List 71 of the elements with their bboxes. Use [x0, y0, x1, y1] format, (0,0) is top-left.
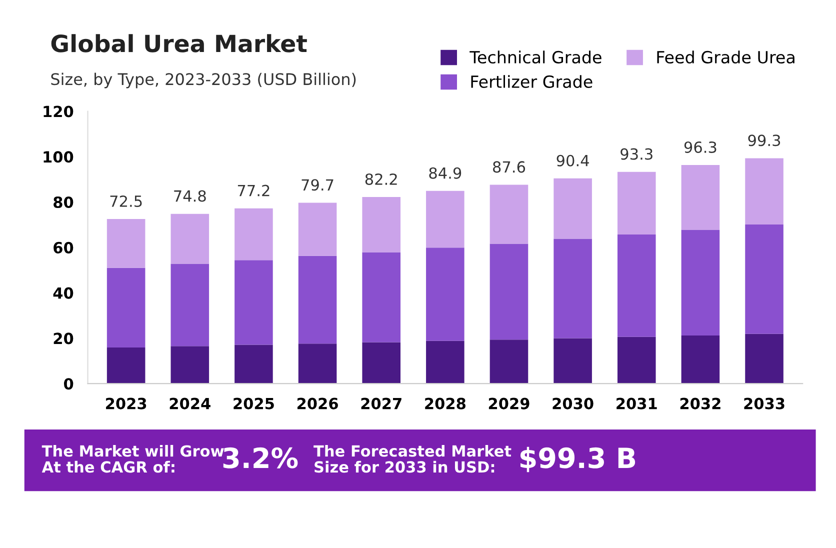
x-tick-label: 2028: [425, 398, 466, 410]
total-label: 72.5: [110, 195, 142, 208]
x-tick-label: 2032: [680, 398, 720, 410]
total-label: 93.3: [620, 148, 652, 160]
bar: [170, 346, 210, 384]
chart-subtitle: Size, by Type, 2023-2033 (USD Billion): [51, 72, 356, 88]
x-tick-label: 2025: [234, 398, 274, 410]
bar: [490, 244, 528, 340]
bar: [298, 256, 337, 344]
bar: [426, 340, 464, 384]
total-label: 99.3: [748, 134, 780, 146]
bar: [617, 336, 656, 384]
bar: [681, 165, 720, 230]
y-tick-label: 100: [44, 151, 74, 163]
text: The Market will Grow At the CAGR of:: [42, 444, 224, 473]
bar: [554, 338, 592, 384]
bar: [234, 260, 273, 345]
total-label: 82.2: [365, 173, 397, 185]
bar: [362, 197, 400, 252]
bar: [554, 178, 592, 239]
bar: [362, 252, 400, 342]
bar: [490, 184, 528, 244]
bar: [745, 334, 784, 384]
x-tick-label: 2031: [616, 398, 657, 410]
text: $99.3 B: [520, 446, 636, 472]
total-label: 79.7: [302, 179, 334, 191]
y-tick-label: 40: [53, 287, 74, 299]
legend-label: Fertlizer Grade: [471, 75, 592, 88]
legend-label: Feed Grade Urea: [657, 50, 794, 64]
y-tick-label: 20: [54, 332, 74, 344]
bar: [106, 268, 146, 348]
bar: [106, 219, 146, 268]
x-tick-label: 2030: [552, 398, 594, 410]
bar: [554, 238, 592, 338]
bar: [298, 202, 337, 256]
bar: [681, 335, 720, 384]
bar: [490, 340, 528, 384]
y-tick-label: 60: [54, 242, 74, 254]
x-tick-label: 2026: [297, 398, 338, 410]
text: The Forecasted Market Size for 2033 in USD:: [314, 444, 512, 473]
bar: [106, 348, 146, 384]
bar: [681, 230, 720, 336]
bar: [745, 224, 784, 334]
bar: [617, 234, 656, 337]
bar: [426, 248, 464, 341]
legend-label: Technical Grade: [470, 50, 602, 64]
bar: [617, 172, 656, 234]
total-label: 90.4: [556, 154, 589, 166]
y-tick-label: 0: [64, 378, 74, 390]
y-tick-label: 120: [44, 106, 74, 118]
total-label: 87.6: [493, 161, 526, 173]
x-tick-label: 2024: [170, 398, 210, 410]
bar: [745, 158, 784, 224]
total-label: 84.9: [429, 167, 462, 179]
y-tick-label: 80: [54, 196, 74, 208]
total-label: 74.8: [174, 190, 206, 202]
total-label: 77.2: [238, 184, 270, 196]
x-tick-label: 2029: [488, 398, 530, 410]
x-tick-label: 2033: [744, 398, 784, 410]
bar: [298, 344, 337, 384]
x-tick-label: 2027: [361, 398, 402, 410]
x-tick-label: 2023: [106, 398, 146, 410]
bar: [170, 264, 210, 346]
chart-title: Global Urea Market: [51, 34, 307, 52]
text: 3.2%: [223, 447, 298, 468]
bar: [170, 214, 210, 264]
bar: [234, 208, 273, 260]
bar: [234, 344, 273, 384]
total-label: 96.3: [684, 141, 716, 153]
bar: [362, 342, 400, 384]
bar: [426, 190, 464, 248]
